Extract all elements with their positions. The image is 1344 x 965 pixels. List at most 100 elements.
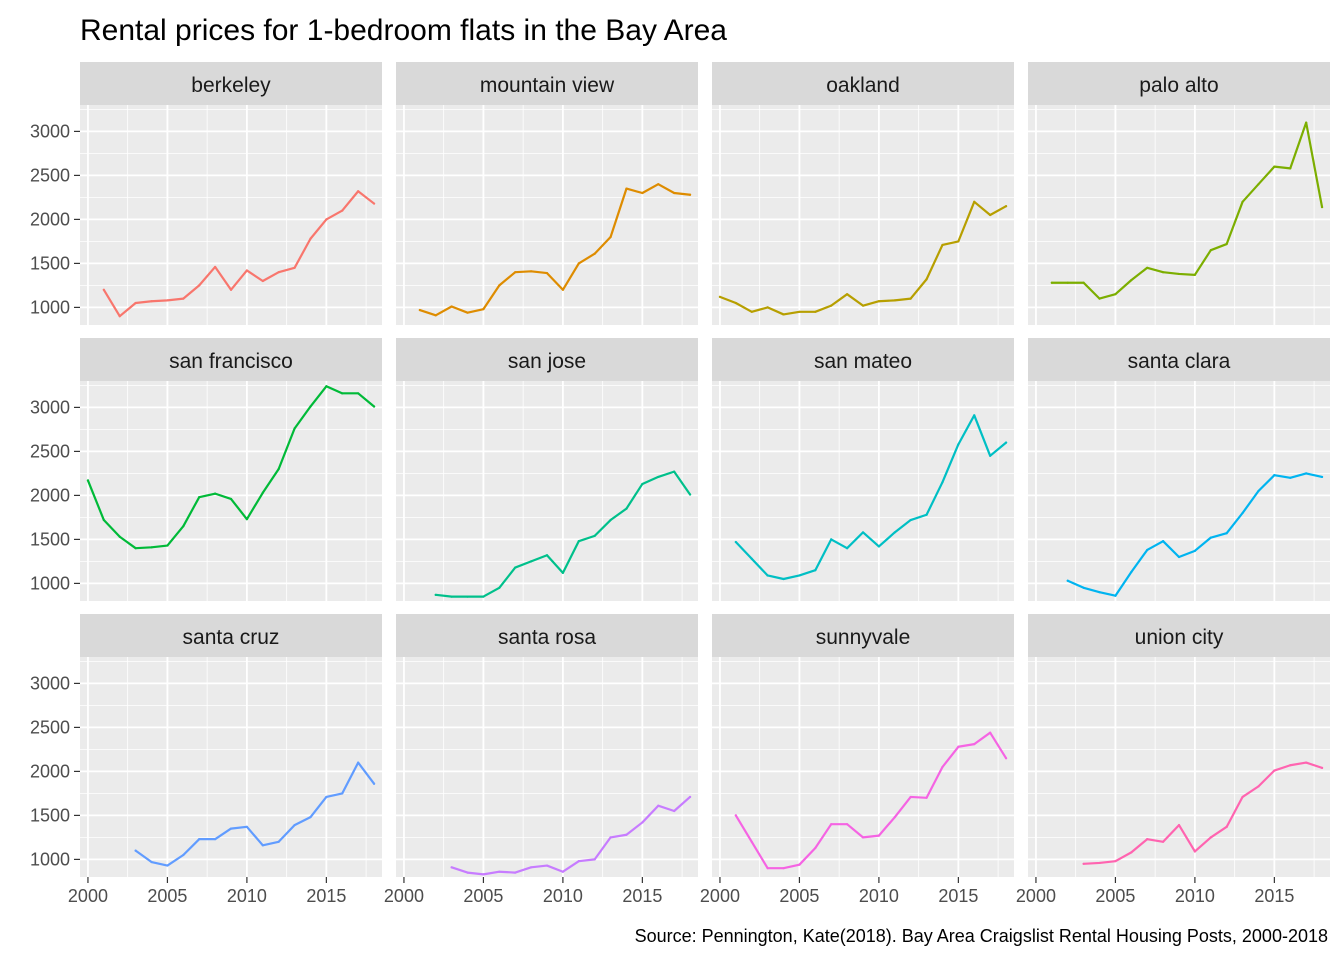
panel-background [712,105,1014,325]
data-point [1225,532,1228,535]
panel-background [396,105,698,325]
data-point [1225,825,1228,828]
x-axis-col-4: 2000 2005 2010 2015 [1016,877,1294,906]
data-point [530,560,533,563]
chart-title: Rental prices for 1-bedroom flats in the… [80,14,727,47]
data-point [609,518,612,522]
data-point [325,385,328,388]
data-point [229,497,233,501]
data-point [1050,281,1053,284]
data-point [877,300,880,303]
data-point [293,266,296,269]
panel-background [712,657,1014,877]
data-point [1146,838,1149,841]
data-point [734,301,737,305]
panel-background [1028,105,1330,325]
facet-panels: berkeley mountain view oakland palo alto san… [80,62,1330,877]
facet-santa-rosa: santa rosa [396,614,698,877]
facet-oakland: oakland [712,62,1014,325]
data-point [973,200,976,203]
data-point [261,844,264,847]
data-point [418,308,421,312]
data-point [341,392,344,395]
data-point [372,782,376,785]
data-point [798,574,801,577]
facet-label: santa cruz [183,626,280,649]
data-point [814,846,817,850]
data-point [593,858,596,861]
data-point [514,271,517,274]
data-point [941,765,944,769]
data-point [309,237,312,240]
data-point [1082,862,1085,865]
data-point [561,870,564,873]
data-point [214,265,217,269]
data-point [1209,249,1212,252]
y-axis-row-2: 1000 1500 2000 2500 3000 [30,397,80,593]
facet-mountain-view: mountain view [396,62,698,325]
data-point [909,795,912,799]
data-point [925,796,928,799]
data-point [198,284,201,287]
data-point [657,804,660,807]
x-tick-label: 2005 [147,886,187,906]
data-point [830,304,833,307]
facet-label: santa rosa [498,626,596,649]
data-point [846,547,849,550]
data-point [182,525,185,528]
facet-strip [80,338,382,381]
data-point [498,284,501,287]
facet-strip [80,614,382,657]
data-point [1241,511,1244,515]
data-point [530,866,533,869]
facet-label: union city [1135,626,1224,649]
data-point [182,297,185,300]
x-tick-label: 2010 [859,886,899,906]
x-tick-label: 2000 [1016,886,1056,906]
data-point [1193,273,1196,276]
y-tick-label: 2000 [30,209,70,229]
data-point [514,566,517,569]
data-point [434,314,437,317]
data-point [989,454,992,457]
data-point [846,823,849,826]
y-axes: 1000 1500 2000 2500 3000 1000 1500 2000 2500 3000… [30,121,80,869]
facet-strip [712,338,1014,381]
x-tick-label: 2010 [543,886,583,906]
data-point [877,834,880,837]
data-point [277,467,280,471]
facet-label: san jose [508,350,586,373]
panel-background [396,657,698,877]
data-point [1130,279,1133,282]
facet-label: mountain view [480,74,615,97]
x-tick-label: 2015 [1254,886,1294,906]
data-point [718,295,722,298]
data-point [293,823,296,827]
facet-label: palo alto [1139,74,1218,97]
data-point [1162,840,1165,843]
facet-label: san francisco [169,350,293,373]
data-point [325,218,328,221]
x-tick-label: 2000 [384,886,424,906]
data-point [245,825,248,828]
data-point [766,574,769,577]
data-point [1130,851,1133,854]
y-tick-label: 1000 [30,297,70,317]
data-point [973,414,976,417]
data-point [750,840,753,843]
facet-label: santa clara [1128,350,1231,373]
data-point [102,518,105,522]
data-point [1177,555,1181,559]
data-point [577,540,580,543]
y-tick-label: 3000 [30,673,70,693]
data-point [134,849,137,852]
data-point [973,743,976,746]
x-tick-label: 2000 [700,886,740,906]
data-point [1241,795,1244,799]
data-point [1257,183,1260,186]
panel-background [1028,381,1330,601]
data-point [86,479,90,482]
facet-palo-alto: palo alto [1028,62,1330,325]
data-point [1066,281,1069,284]
